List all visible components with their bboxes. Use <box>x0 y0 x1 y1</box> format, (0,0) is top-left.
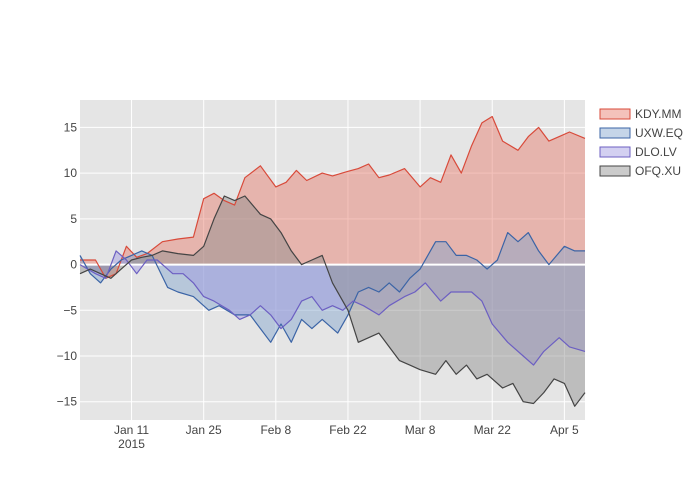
y-tick-label: 15 <box>64 120 78 134</box>
y-tick-label: 5 <box>70 212 77 226</box>
x-tick-label: Feb 22 <box>329 423 367 437</box>
y-tick-label: −15 <box>57 395 78 409</box>
series-lines <box>79 115 586 407</box>
legend-item-ofq-xu[interactable]: OFQ.XU <box>599 164 681 178</box>
x-tick-label: Jan 25 <box>186 423 222 437</box>
line-uxw-eq <box>79 232 585 343</box>
legend-item-dlo-lv[interactable]: DLO.LV <box>599 145 677 159</box>
legend-item-kdy-mm[interactable]: KDY.MM <box>599 107 681 121</box>
legend-label: KDY.MM <box>635 107 681 121</box>
y-tick-label: −10 <box>57 349 78 363</box>
legend-item-uxw-eq[interactable]: UXW.EQ <box>599 126 683 140</box>
area-uxw-eq <box>80 232 585 343</box>
legend-swatch <box>599 108 631 120</box>
x-tick-label: Mar 22 <box>474 423 512 437</box>
x-gridlines <box>131 100 565 420</box>
legend-label: DLO.LV <box>635 145 677 159</box>
line-dlo-lv <box>79 250 586 366</box>
legend-label: UXW.EQ <box>635 126 683 140</box>
y-tick-label: −5 <box>63 303 77 317</box>
line-ofq-xu <box>79 195 586 407</box>
x-tick-year-label: 2015 <box>118 437 145 451</box>
area-ofq-xu <box>80 196 585 407</box>
line-kdy-mm <box>80 115 586 279</box>
y-tick-label: 0 <box>70 258 77 272</box>
plot-background <box>80 100 585 420</box>
x-tick-label: Mar 8 <box>405 423 436 437</box>
y-axis-ticks: 15 10 5 0 −5 −10 −15 <box>57 120 78 408</box>
y-gridlines <box>80 126 585 403</box>
area-dlo-lv <box>80 250 585 366</box>
legend-swatch <box>599 165 631 177</box>
legend-swatch <box>599 127 631 139</box>
x-tick-label: Feb 8 <box>260 423 291 437</box>
legend-label: OFQ.XU <box>635 164 681 178</box>
legend-swatch <box>599 146 631 158</box>
x-tick-label: Apr 5 <box>550 423 579 437</box>
y-tick-label: 10 <box>64 166 78 180</box>
x-tick-label: Jan 11 <box>114 423 149 437</box>
legend[interactable]: KDY.MM UXW.EQ DLO.LV OFQ.XU <box>599 107 683 178</box>
